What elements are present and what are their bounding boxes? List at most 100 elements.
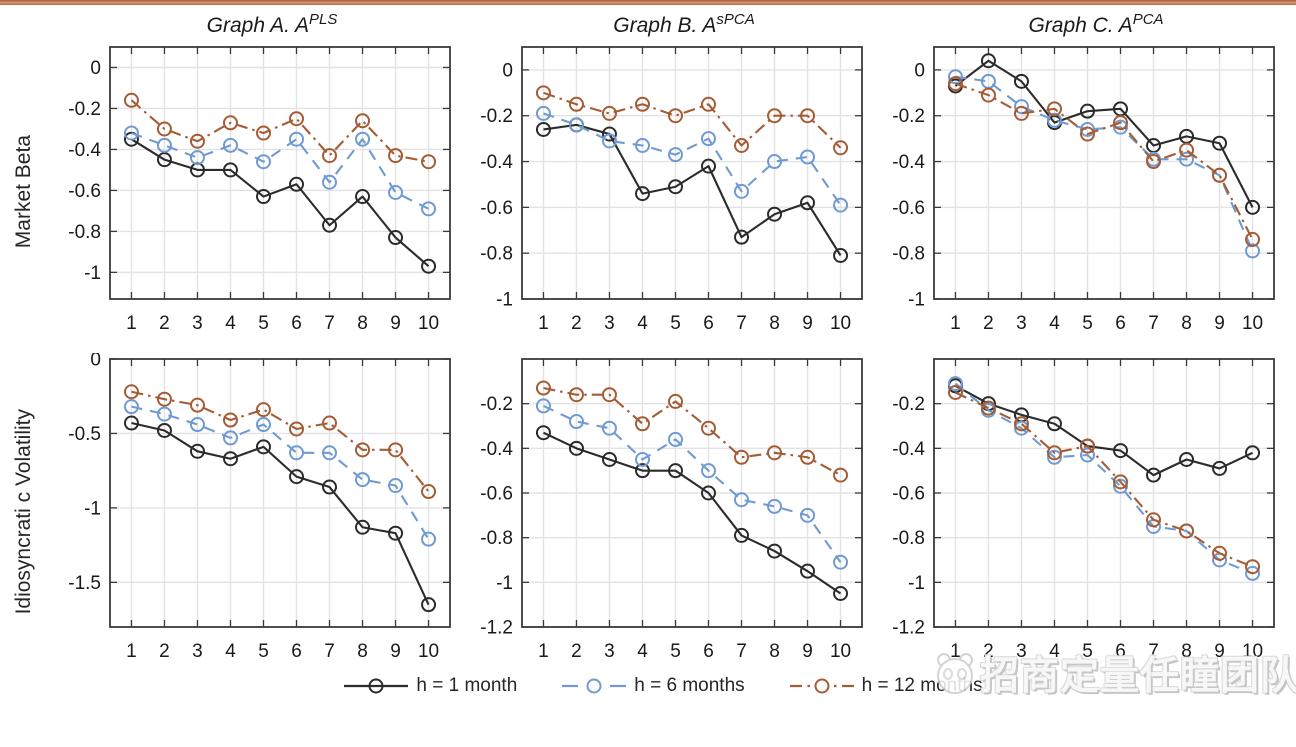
- y-tick-label: -1.2: [480, 618, 513, 639]
- chart-row-idiosyncratic-volatility: Idiosyncrati c Volatility 0 -0.5 -1 -1.5 1 2 3…: [0, 353, 1296, 671]
- x-tick-label: 3: [604, 641, 615, 662]
- x-tick-label: 4: [1049, 313, 1060, 334]
- data-point-marker: [222, 115, 238, 131]
- data-point-marker: [734, 449, 750, 465]
- x-tick-label: 7: [324, 641, 335, 662]
- data-point-marker: [734, 229, 750, 245]
- x-tick-label: 2: [983, 313, 994, 334]
- data-point-marker: [156, 406, 172, 422]
- data-point-marker: [355, 131, 371, 147]
- x-tick-label: 5: [670, 313, 681, 334]
- data-point-marker: [388, 478, 404, 494]
- chart-row-market-beta: Market Beta Graph A. APLS 0 -0.2 -0.4 -0.6 -…: [0, 11, 1296, 343]
- data-point-marker: [1046, 416, 1062, 432]
- x-tick-label: 5: [1082, 313, 1093, 334]
- data-point-marker: [255, 154, 271, 170]
- chart-cell-c-top: Graph C. APCA 0 -0.2 -0.4 -0.6 -0.8 -1 1 2 3 4 5 6 7…: [870, 11, 1282, 343]
- data-point-marker: [1245, 565, 1261, 581]
- legend-marker: [814, 678, 830, 694]
- data-point-marker: [421, 484, 437, 500]
- x-tick-label: 5: [670, 641, 681, 662]
- data-point-marker: [1113, 119, 1129, 135]
- data-point-marker: [255, 189, 271, 205]
- data-point-marker: [322, 415, 338, 431]
- data-point-marker: [388, 525, 404, 541]
- data-point-marker: [833, 554, 849, 570]
- chart-title-c-text: Graph C. A: [1028, 14, 1133, 37]
- data-point-marker: [980, 53, 996, 69]
- data-point-marker: [601, 387, 617, 403]
- data-point-marker: [123, 415, 139, 431]
- data-point-marker: [535, 121, 551, 137]
- data-point-marker: [1146, 467, 1162, 483]
- data-point-marker: [289, 421, 305, 437]
- x-tick-label: 4: [225, 641, 236, 662]
- data-point-marker: [1179, 142, 1195, 158]
- data-point-marker: [123, 131, 139, 147]
- data-point-marker: [189, 417, 205, 433]
- data-point-marker: [767, 543, 783, 559]
- data-point-marker: [701, 463, 717, 479]
- figure-container: Market Beta Graph A. APLS 0 -0.2 -0.4 -0.6-…: [0, 5, 1296, 698]
- data-point-marker: [634, 96, 650, 112]
- y-tick-label: -0.6: [480, 198, 513, 219]
- legend-sample-h12-line-icon: [789, 678, 854, 694]
- data-point-marker: [601, 105, 617, 121]
- x-tick-label: 4: [637, 313, 648, 334]
- data-point-marker: [1079, 126, 1095, 142]
- x-tick-label: 2: [159, 641, 170, 662]
- x-tick-label: 5: [258, 313, 269, 334]
- data-point-marker: [1245, 199, 1261, 215]
- x-tick-label: 2: [983, 641, 994, 662]
- data-point-marker: [189, 133, 205, 149]
- x-tick-label: 3: [192, 641, 203, 662]
- x-tick-label: 1: [126, 641, 137, 662]
- x-tick-label: 1: [538, 313, 549, 334]
- data-point-marker: [355, 519, 371, 535]
- axes-frame: [109, 46, 451, 300]
- data-point-marker: [1245, 231, 1261, 247]
- data-point-marker: [701, 420, 717, 436]
- data-point-marker: [667, 147, 683, 163]
- data-point-marker: [601, 420, 617, 436]
- series-line-solid: [954, 384, 1253, 477]
- series-line-dashed: [954, 382, 1253, 575]
- x-tick-label: 3: [192, 313, 203, 334]
- data-point-marker: [535, 380, 551, 396]
- chart-title-c-sup: PCA: [1132, 11, 1164, 28]
- x-tick-label: 3: [604, 313, 615, 334]
- data-point-marker: [947, 385, 963, 400]
- data-point-marker: [568, 387, 584, 403]
- panda-logo-icon: [936, 653, 973, 694]
- x-tick-label: 7: [324, 313, 335, 334]
- data-point-marker: [355, 113, 371, 129]
- data-point-marker: [255, 417, 271, 433]
- data-point-marker: [222, 162, 238, 178]
- data-point-marker: [535, 398, 551, 414]
- data-point-marker: [1179, 452, 1195, 467]
- y-tick-label: -0.4: [480, 439, 513, 460]
- x-tick-label: 5: [258, 641, 269, 662]
- series-line-solid: [543, 123, 842, 257]
- data-point-marker: [1013, 73, 1029, 89]
- data-point-marker: [156, 391, 172, 407]
- x-tick-label: 8: [769, 641, 780, 662]
- data-point-marker: [388, 442, 404, 458]
- series-line-solid: [130, 138, 430, 268]
- x-tick-label: 10: [418, 641, 439, 662]
- chart-cell-c-bottom: -0.2 -0.4 -0.6 -0.8 -1 -1.2 1 2 3 4 5 6 7 8 9 10: [870, 353, 1282, 671]
- data-point-marker: [1046, 112, 1062, 128]
- data-point-marker: [388, 148, 404, 164]
- data-point-marker: [701, 96, 717, 112]
- data-point-marker: [568, 96, 584, 112]
- data-point-marker: [800, 195, 816, 211]
- x-tick-label: 7: [1148, 313, 1159, 334]
- x-tick-label: 7: [736, 313, 747, 334]
- y-tick-label: -1: [84, 498, 101, 519]
- series-line-dashdot: [130, 99, 429, 163]
- data-point-marker: [421, 154, 437, 170]
- data-point-marker: [800, 449, 816, 465]
- data-point-marker: [1013, 105, 1029, 121]
- data-point-marker: [980, 400, 996, 416]
- x-tick-label: 6: [703, 313, 714, 334]
